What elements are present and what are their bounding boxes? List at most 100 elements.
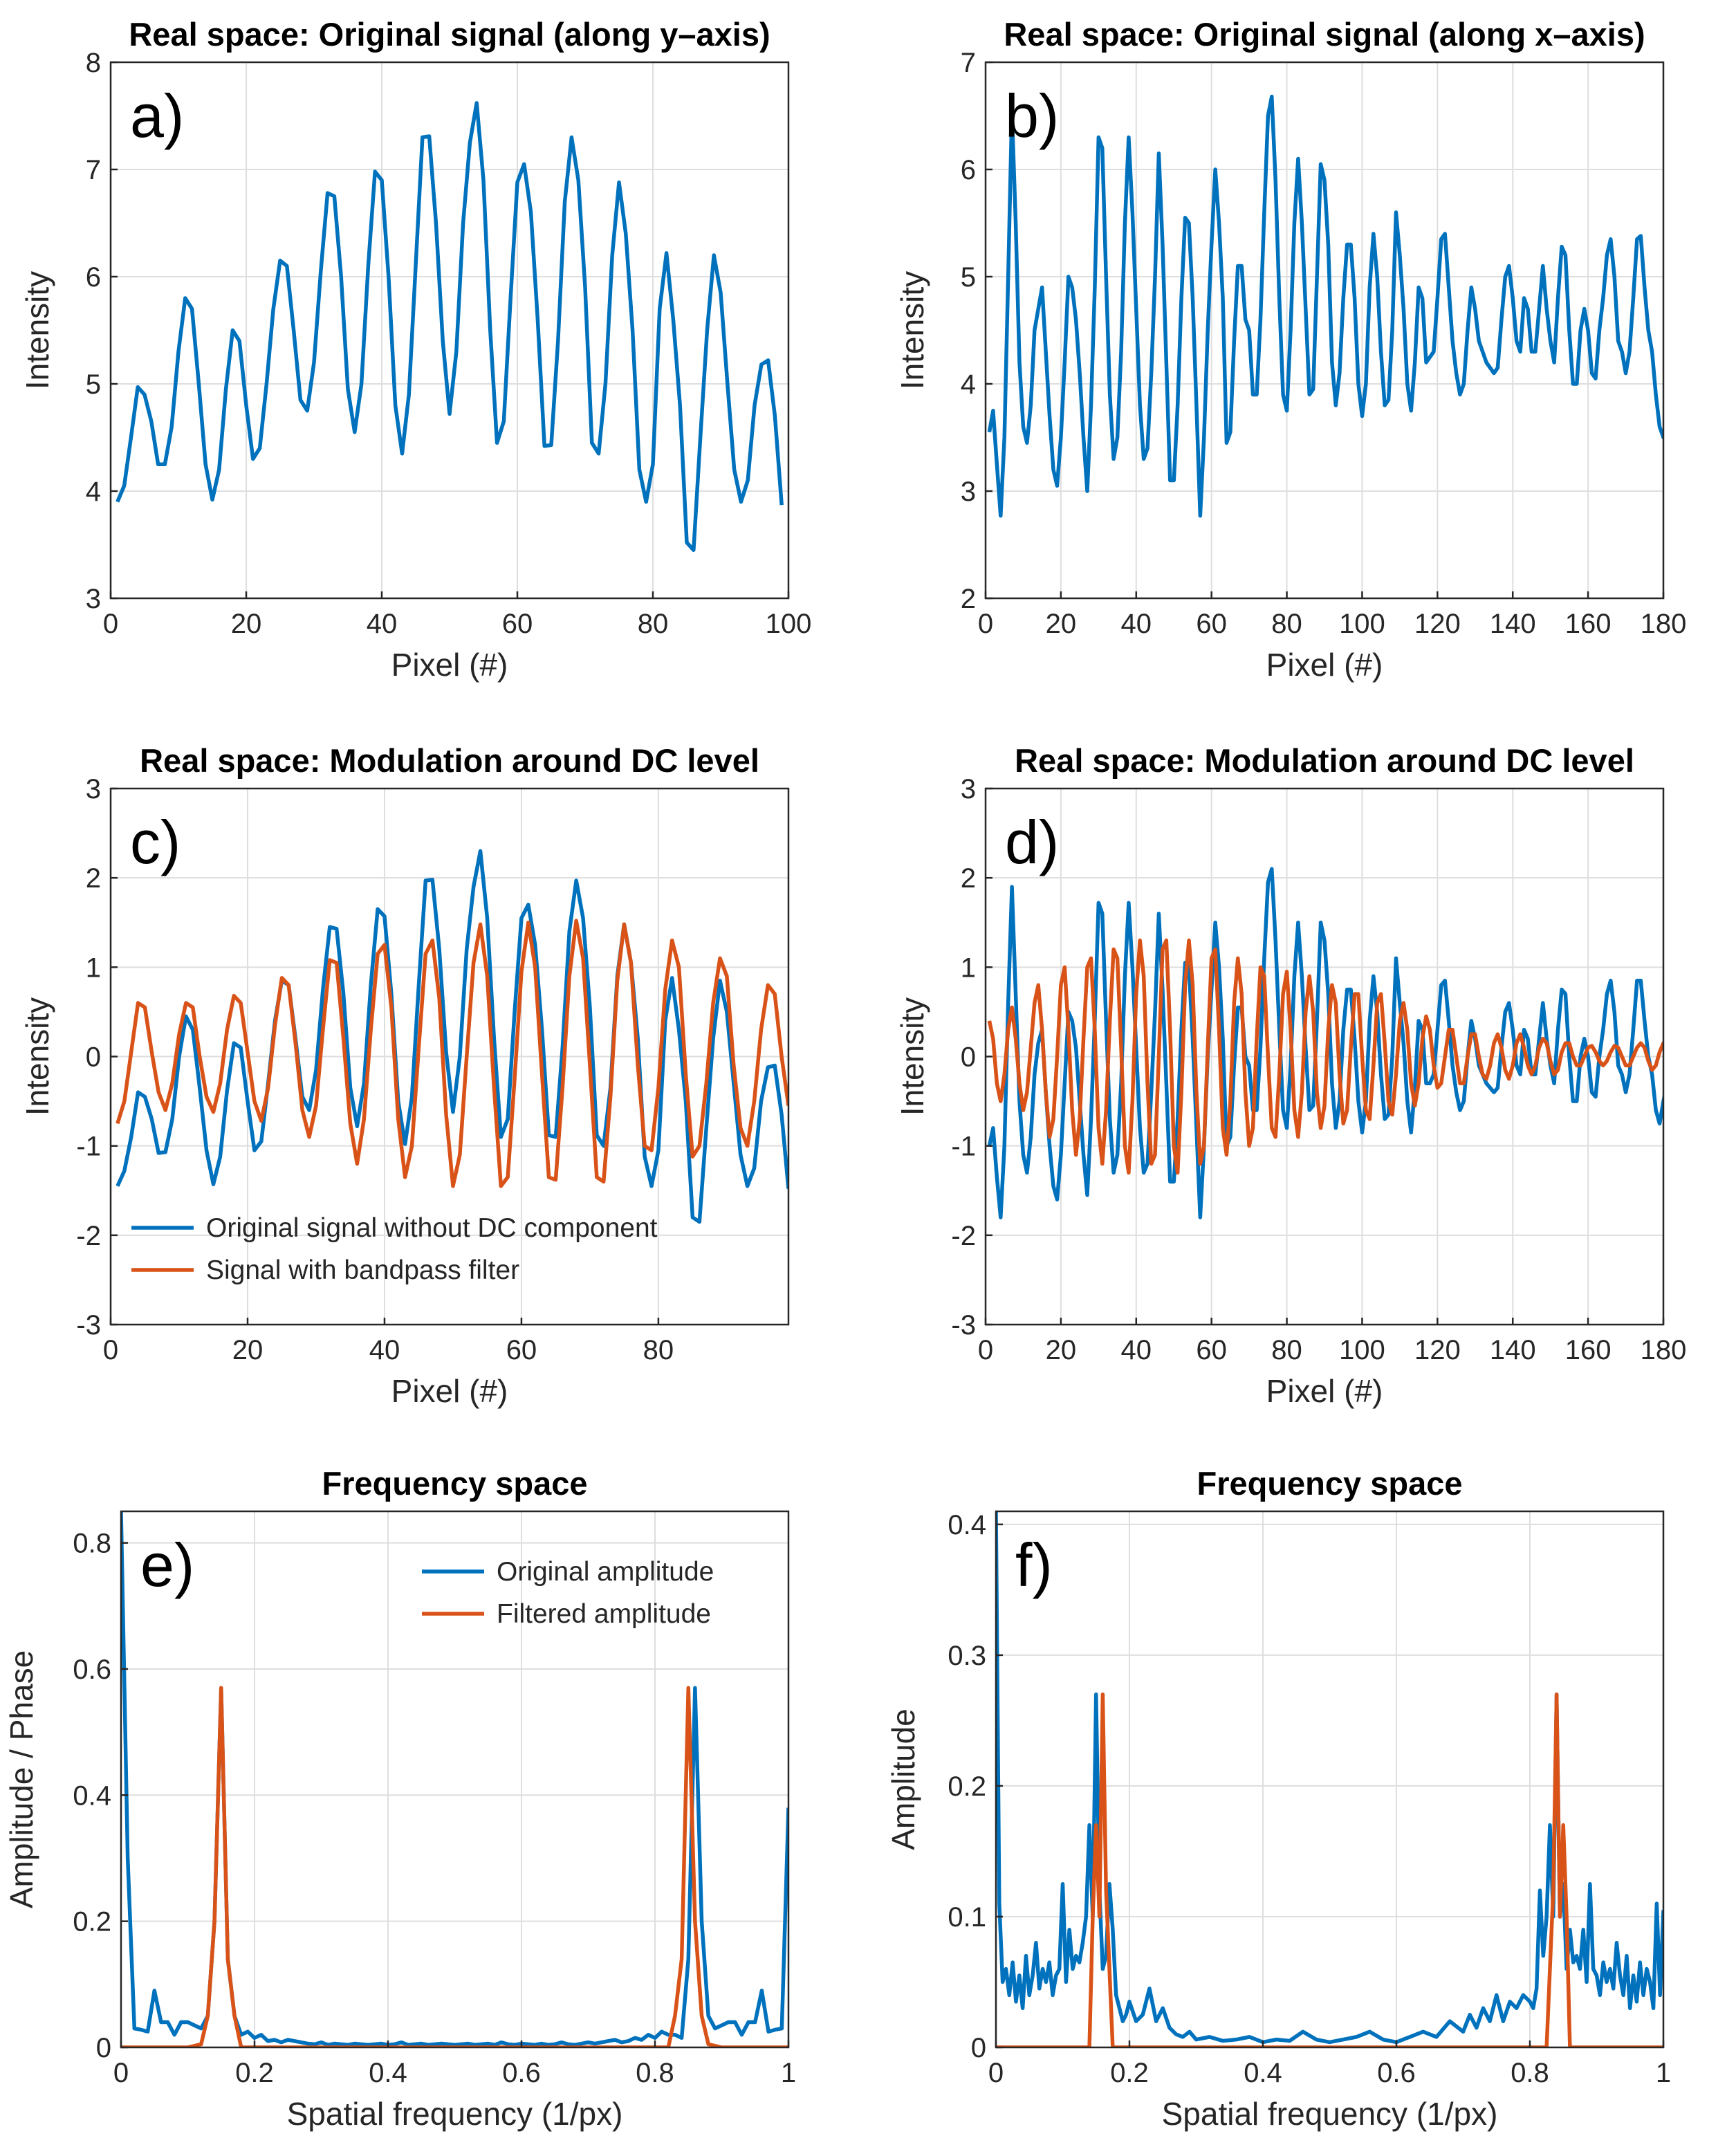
plot-frame (995, 1510, 1665, 2049)
x-tick-label: 0.4 (1244, 2058, 1282, 2088)
x-tick-label: 0 (988, 2058, 1004, 2088)
chart-title: Real space: Modulation around DC level (140, 742, 759, 779)
chart-title: Real space: Original signal (along x–axi… (1004, 16, 1645, 53)
x-tick-label: 0 (978, 609, 993, 639)
legend-entry: Original signal without DC component (206, 1213, 658, 1243)
y-tick-label: 0.2 (73, 1907, 111, 1937)
series-line-orange (987, 938, 1663, 1175)
x-axis-label: Spatial frequency (1/px) (287, 2096, 623, 2132)
x-tick-label: 160 (1565, 1335, 1612, 1365)
y-axis-label: Intensity (19, 997, 55, 1116)
panel-a: 0 20 40 60 80 100 3 4 5 6 7 8 Real space: Original s… (19, 16, 811, 683)
y-tick-label: 1 (961, 952, 976, 983)
x-tick-label: 80 (643, 1335, 674, 1365)
panel-label: b) (1005, 82, 1059, 150)
x-tick-label: 1 (781, 2058, 796, 2088)
legend-entry: Original amplitude (497, 1557, 714, 1587)
legend: Original signal without DC component Sign… (131, 1213, 658, 1285)
y-tick-label: 6 (961, 155, 976, 185)
y-tick-label: 0.6 (73, 1655, 111, 1685)
x-tick-label: 140 (1490, 609, 1536, 639)
x-tick-label: 100 (1339, 609, 1385, 639)
panel-label: c) (130, 808, 181, 876)
plot-frame (984, 61, 1665, 600)
x-tick-label: 160 (1565, 609, 1612, 639)
chart-title: Frequency space (322, 1465, 587, 1502)
y-tick-label: -1 (951, 1132, 976, 1162)
panel-b: 0 20 40 60 80 100 120 140 160 180 2 3 4 5 6 7 Real space… (894, 16, 1686, 683)
series-line-orange (116, 919, 788, 1188)
x-tick-label: 0.2 (1110, 2058, 1149, 2088)
y-tick-label: 0 (86, 1042, 101, 1073)
x-tick-label: 80 (1271, 609, 1302, 639)
y-tick-label: 1 (86, 952, 101, 983)
y-tick-label: 2 (961, 863, 976, 894)
chart-title: Frequency space (1197, 1465, 1462, 1502)
x-tick-label: 80 (1271, 1335, 1302, 1365)
x-tick-label: 100 (766, 609, 812, 639)
series-line-orange (996, 1692, 1663, 2047)
y-tick-label: 8 (86, 48, 101, 78)
y-tick-label: 0.4 (948, 1510, 986, 1540)
chart-title: Real space: Original signal (along y–axi… (129, 16, 770, 53)
x-tick-label: 180 (1641, 609, 1687, 639)
series-line-blue (987, 867, 1663, 1219)
y-tick-label: -3 (951, 1310, 976, 1340)
y-axis-label: Amplitude / Phase (3, 1650, 39, 1908)
y-tick-label: -2 (76, 1221, 101, 1251)
plot-frame (109, 61, 790, 600)
y-tick-label: 0.2 (948, 1771, 986, 1802)
series-line-blue (116, 849, 788, 1224)
x-tick-label: 20 (1046, 1335, 1077, 1365)
series-line-blue (987, 94, 1663, 518)
x-tick-label: 0 (113, 2058, 129, 2088)
y-tick-label: 0 (961, 1042, 976, 1073)
y-tick-label: 0.8 (73, 1529, 111, 1559)
y-tick-label: 6 (86, 262, 101, 293)
x-tick-label: 100 (1339, 1335, 1385, 1365)
x-tick-label: 0.4 (369, 2058, 407, 2088)
legend-entry: Signal with bandpass filter (206, 1255, 519, 1285)
x-tick-label: 0.8 (1511, 2058, 1549, 2088)
x-tick-label: 140 (1490, 1335, 1536, 1365)
chart-title: Real space: Modulation around DC level (1015, 742, 1634, 779)
y-tick-label: 3 (961, 774, 976, 804)
x-tick-label: 0 (978, 1335, 993, 1365)
y-tick-label: 7 (86, 155, 101, 185)
x-tick-label: 40 (367, 609, 398, 639)
y-tick-label: 4 (86, 477, 101, 507)
panel-e: 0 0.2 0.4 0.6 0.8 1 0 0.2 0.4 0.6 0.8 Frequency spa… (3, 1465, 796, 2132)
y-axis-label: Amplitude (885, 1708, 921, 1850)
y-axis-label: Intensity (19, 271, 55, 389)
y-tick-label: 4 (961, 369, 976, 400)
y-tick-label: 3 (86, 774, 101, 804)
panel-label: e) (140, 1531, 194, 1599)
y-tick-label: 0.3 (948, 1641, 986, 1671)
plot-frame (120, 1510, 790, 2049)
y-tick-label: -3 (76, 1310, 101, 1340)
panel-c: 0 20 40 60 80 -3 -2 -1 0 1 2 3 Real space: Modulatio… (19, 742, 790, 1409)
y-tick-label: 2 (86, 863, 101, 894)
x-tick-label: 60 (506, 1335, 537, 1365)
y-tick-label: -2 (951, 1221, 976, 1251)
x-tick-label: 120 (1414, 609, 1461, 639)
y-tick-label: 0.1 (948, 1902, 986, 1933)
legend-entry: Filtered amplitude (497, 1599, 711, 1629)
x-tick-label: 20 (232, 1335, 264, 1365)
x-axis-label: Pixel (#) (1266, 647, 1383, 683)
x-tick-label: 40 (369, 1335, 400, 1365)
y-tick-label: 5 (86, 369, 101, 400)
y-tick-label: 7 (961, 48, 976, 78)
y-tick-label: 0 (96, 2033, 111, 2063)
y-tick-label: 2 (961, 584, 976, 614)
x-tick-label: 60 (502, 609, 533, 639)
x-tick-label: 20 (231, 609, 262, 639)
series-line-blue (116, 101, 784, 552)
x-tick-label: 60 (1196, 609, 1227, 639)
x-axis-label: Pixel (#) (1266, 1373, 1383, 1409)
x-axis-label: Spatial frequency (1/px) (1162, 2096, 1498, 2132)
x-axis-label: Pixel (#) (391, 647, 508, 683)
y-axis-label: Intensity (894, 271, 930, 389)
x-tick-label: 1 (1656, 2058, 1671, 2088)
